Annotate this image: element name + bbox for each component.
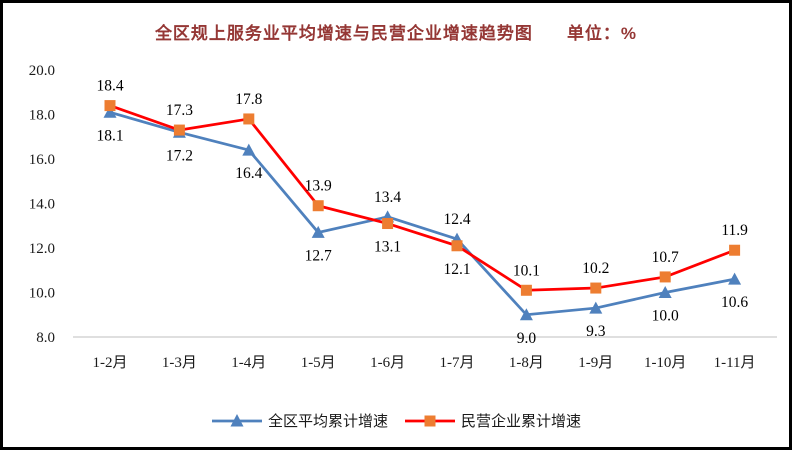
- y-tick-label: 12.0: [29, 241, 55, 257]
- line-chart: 20.0 18.0 16.0 14.0 12.0 10.0 8.0 1-2月 1-3月 1-4月 1…: [29, 63, 777, 371]
- data-label: 10.7: [652, 249, 679, 266]
- data-label: 10.1: [513, 262, 540, 279]
- data-point-marker: [520, 284, 532, 296]
- data-label: 13.4: [374, 189, 401, 206]
- data-point-marker: [728, 272, 742, 285]
- legend-item-private-enterprise: 民营企业累计增速: [404, 410, 581, 431]
- x-category-label: 1-9月: [578, 355, 613, 371]
- square-marker-icon: [405, 415, 455, 427]
- triangle-marker-icon: [211, 414, 262, 427]
- data-label: 9.0: [517, 330, 537, 347]
- data-label: 16.4: [235, 165, 262, 182]
- data-label: 9.3: [586, 323, 606, 340]
- data-label: 17.3: [166, 102, 193, 119]
- x-category-label: 1-3月: [162, 355, 197, 371]
- y-tick-label: 18.0: [29, 108, 55, 124]
- data-point-marker: [312, 200, 324, 212]
- data-label: 12.4: [443, 211, 470, 228]
- data-label: 17.8: [235, 91, 262, 108]
- y-tick-label: 8.0: [36, 330, 55, 346]
- data-label: 10.6: [721, 294, 748, 311]
- data-label: 13.9: [305, 178, 332, 195]
- x-category-label: 1-6月: [370, 355, 405, 371]
- series-line-0: [109, 110, 735, 317]
- data-label: 18.4: [96, 78, 123, 95]
- x-category-label: 1-8月: [509, 355, 544, 371]
- data-point-marker: [243, 113, 255, 125]
- legend-label-private-enterprise: 民营企业累计增速: [461, 413, 582, 430]
- y-tick-label: 20.0: [29, 63, 55, 79]
- chart-legend: 全区平均累计增速 民营企业累计增速: [3, 410, 789, 431]
- data-point-marker: [659, 271, 671, 283]
- data-label: 17.2: [166, 147, 193, 164]
- data-point-marker: [658, 286, 672, 298]
- data-point-marker: [589, 301, 603, 314]
- x-category-label: 1-7月: [440, 355, 475, 371]
- y-tick-label: 14.0: [29, 197, 55, 213]
- data-label: 13.1: [374, 239, 401, 256]
- data-label: 18.1: [96, 127, 123, 144]
- x-category-label: 1-11月: [714, 355, 756, 371]
- data-label: 11.9: [721, 222, 748, 239]
- data-point-marker: [104, 100, 116, 112]
- data-point-marker: [311, 225, 325, 238]
- data-point-marker: [173, 124, 185, 136]
- legend-label-district-average: 全区平均累计增速: [267, 413, 388, 430]
- data-point-marker: [451, 240, 463, 252]
- data-label: 12.1: [443, 261, 470, 278]
- data-point-marker: [103, 105, 117, 118]
- y-tick-label: 16.0: [29, 152, 55, 168]
- data-label: 12.7: [305, 247, 332, 264]
- data-label: 10.2: [582, 260, 609, 277]
- series-line-1: [109, 104, 736, 292]
- chart-title-text: 全区规上服务业平均增速与民营企业增速趋势图: [154, 24, 533, 43]
- data-point-marker: [729, 244, 741, 256]
- data-point-marker: [382, 218, 394, 230]
- y-tick-label: 10.0: [29, 286, 55, 302]
- data-point-marker: [590, 282, 602, 294]
- legend-item-district-average: 全区平均累计增速: [211, 410, 388, 431]
- x-category-label: 1-2月: [93, 355, 128, 371]
- data-point-marker: [242, 143, 256, 156]
- x-category-label: 1-10月: [644, 355, 687, 371]
- chart-title: 全区规上服务业平均增速与民营企业增速趋势图 单位：%: [3, 19, 789, 44]
- data-label: 10.0: [652, 308, 679, 325]
- x-category-label: 1-4月: [231, 355, 266, 371]
- x-category-label: 1-5月: [301, 355, 336, 371]
- data-point-marker: [519, 308, 533, 321]
- chart-title-unit: 单位：%: [566, 24, 638, 43]
